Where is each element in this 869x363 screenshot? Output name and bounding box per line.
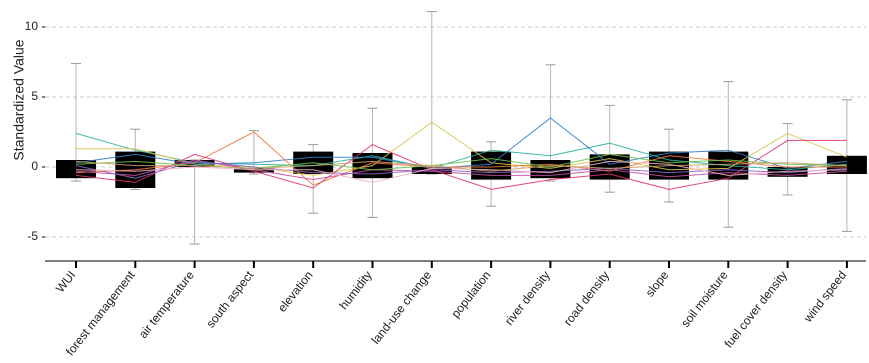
box [767,167,808,177]
series-line [75,160,847,172]
box [174,160,215,167]
x-tick-label: soil moisture [678,268,731,330]
y-tick-label: -5 [27,229,38,243]
series-line [75,117,847,169]
x-tick-label: population [448,268,493,320]
whisker-layer [71,11,852,245]
x-tick-label: river density [502,268,553,328]
box [56,160,96,179]
x-tick-label: land-use change [369,268,435,347]
x-tick-label: elevation [275,268,316,314]
box-layer [56,151,867,188]
series-line [75,160,847,183]
box [411,167,452,174]
x-tick-label: south aspect [203,268,256,331]
grid-layer [45,26,866,238]
x-tick-label: WUI [53,268,78,295]
x-tick-label: fuel cover density [721,268,790,350]
x-tick-label: slope [643,268,672,299]
series-line [75,139,847,190]
x-tick-label: humidity [336,268,375,312]
y-tick-label: 5 [31,89,38,103]
box [233,168,274,173]
x-tick-label: wind speed [800,268,849,325]
y-axis-title: Standardized Value [11,39,27,160]
series-layer [75,117,848,190]
series-line [76,121,848,176]
x-tick-label: road density [561,268,612,328]
series-line [75,160,847,179]
y-tick-label: 10 [25,19,39,33]
x-tick-label: air temperature [136,268,197,341]
y-tick-label: 0 [31,159,38,173]
